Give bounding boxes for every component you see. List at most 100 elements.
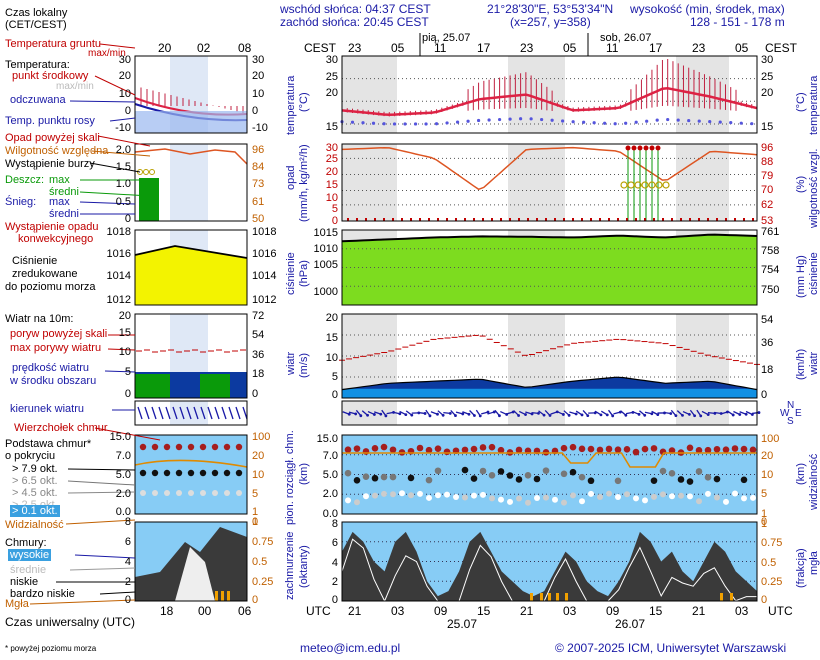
axis-tick-label: 72 <box>252 310 265 322</box>
panel-frame <box>341 400 758 426</box>
axis-tick-label: 15 <box>325 121 338 133</box>
wind-arrow-head <box>548 414 552 417</box>
legend-pressure3: do poziomu morza <box>5 281 96 293</box>
legend-leader <box>67 480 136 486</box>
axis-tick-label: 15 <box>118 327 131 339</box>
mini-cloud-top-dot <box>175 443 183 451</box>
elevation-values: 128 - 151 - 178 m <box>690 15 785 29</box>
wind-arrow-head <box>354 412 358 416</box>
wind-arrow-head <box>461 412 465 416</box>
cloud-top-dot <box>578 445 586 453</box>
cloud-base-dot <box>677 476 685 483</box>
legend-cloud-base2: o pokryciu <box>5 450 56 462</box>
wind-arrow-head <box>448 411 452 415</box>
top-hour-label: 05 <box>735 41 749 55</box>
footer-email[interactable]: meteo@icm.edu.pl <box>300 641 401 655</box>
legend-leader <box>69 100 136 103</box>
cloud-base-dot <box>588 490 594 497</box>
dew-point-dot <box>624 121 628 125</box>
axis-tick-label: 0 <box>761 389 768 401</box>
axis-tick-label: 20 <box>118 310 131 322</box>
mini-wind-arrow <box>158 406 164 420</box>
utc-left: UTC <box>306 604 331 618</box>
axis-tick-label: 25 <box>325 153 338 165</box>
axis-tick-label: 754 <box>761 264 780 276</box>
cloud-top-dot <box>389 446 397 454</box>
axis-tick-label: 0 <box>252 516 259 528</box>
axis-tick-label: 0.5 <box>761 557 777 569</box>
wind-arrow-head <box>441 413 445 417</box>
wind-arrow-head <box>537 411 540 415</box>
night-band <box>508 144 565 221</box>
legend-wind-mean2: w środku obszaru <box>10 375 97 387</box>
convective-marker <box>545 218 547 221</box>
wind-speed-band <box>342 388 757 398</box>
convective-marker <box>527 218 529 221</box>
mini-cloud-base-dot <box>139 469 147 477</box>
cloud-top-dot <box>650 445 658 452</box>
convective-marker <box>428 218 430 221</box>
legend-leader <box>99 591 136 595</box>
cloud-base-dot <box>497 468 505 475</box>
convective-marker <box>464 218 466 221</box>
convective-marker <box>752 218 754 221</box>
bottom-hour-label: 03 <box>391 604 405 618</box>
dew-point-dot <box>655 118 659 122</box>
axis-tick-label: 30 <box>252 54 265 66</box>
axis-tick-label: 30 <box>118 54 131 66</box>
rain-over-scale-dot <box>649 145 655 151</box>
wind-arrow-head <box>681 413 684 417</box>
mini-cloud-top-dot <box>139 443 147 451</box>
legend-rain-over: Opad powyżej skali <box>5 132 100 144</box>
legend-wind-title: Wiatr na 10m: <box>5 313 74 325</box>
mini-wind-arrow <box>193 406 199 420</box>
mini-panel-frame <box>134 229 248 306</box>
dew-point-dot <box>645 119 649 123</box>
sunrise-text: wschód słońca: 04:37 CEST <box>280 2 431 16</box>
cloud-top-dot <box>479 444 487 451</box>
axis-tick-label: 0 <box>252 105 259 117</box>
mini-cloud-base-dot <box>140 490 146 496</box>
axis-tick-label: 20 <box>252 70 265 82</box>
axis-tick-label: 5 <box>331 203 338 215</box>
axis-tick-label: 0 <box>124 213 131 225</box>
axis-tick-label: 0 <box>124 105 131 117</box>
axis-tick-label: 8 <box>124 516 131 528</box>
axis-tick-label: 5 <box>761 488 768 500</box>
dew-point-dot <box>582 120 586 124</box>
cloud-top-dot <box>560 444 568 452</box>
axis-tick-label: 1010 <box>313 243 338 255</box>
legend-humidity: Wilgotność względna <box>5 145 109 157</box>
cloud-base-dot <box>534 495 540 502</box>
footer-copyright: © 2007-2025 ICM, Uniwersytet Warszawski <box>555 641 787 655</box>
bottom-hour-label: 03 <box>735 604 749 618</box>
top-hour-label: 11 <box>434 41 447 55</box>
convective-marker <box>716 218 718 221</box>
axis-tick-label: 15 <box>761 121 774 133</box>
cloud-top-dot <box>668 447 676 454</box>
wind-arrow-head <box>561 413 565 416</box>
cloud-base-dot <box>525 499 531 506</box>
axis-tick-label: 10 <box>252 88 265 100</box>
mini-wind-arrow <box>165 406 171 420</box>
wind-arrow-head <box>517 414 520 417</box>
axis-tick-label: 0 <box>252 594 259 606</box>
cloud-base-dot <box>633 495 639 502</box>
cloud-base-dot <box>488 471 496 479</box>
convective-marker <box>581 218 583 221</box>
cloud-top-dot <box>686 444 694 452</box>
axis-tick-label: 1 <box>252 516 259 528</box>
axis-tick-label: -10 <box>115 122 131 134</box>
convective-marker <box>446 218 448 221</box>
cloud-base-dot <box>714 494 720 501</box>
wind-arrow-head <box>428 414 432 418</box>
temperature-line <box>341 87 758 117</box>
axis-tick-label: 100 <box>252 431 271 443</box>
legend-snow-mean: średni <box>49 208 79 220</box>
label-humidity: wilgotność wzgl. <box>808 148 820 228</box>
legend-high: wysokie <box>8 549 52 561</box>
cloud-base-dot <box>425 476 433 484</box>
dew-point-dot <box>519 117 523 121</box>
legend-leader <box>91 150 151 157</box>
